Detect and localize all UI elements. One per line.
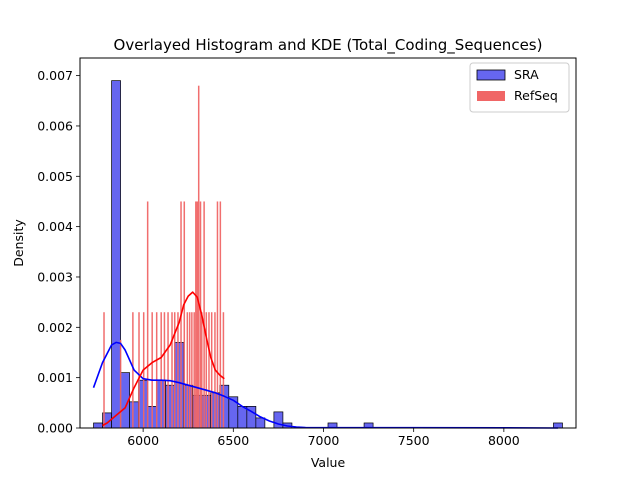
refseq-bar-17 (188, 312, 191, 428)
refseq-bar-22 (197, 85, 200, 428)
refseq-bar-28 (210, 312, 213, 428)
refseq-bar-19 (193, 312, 195, 428)
plot-frame (79, 57, 577, 429)
refseq-bar-7 (155, 312, 158, 428)
x-tick-label-4: 8000 (488, 433, 520, 448)
refseq-bar-18 (191, 312, 193, 428)
refseq-bar-21 (196, 201, 199, 428)
sra-bar-4 (129, 401, 139, 429)
refseq-bar-30 (216, 201, 219, 428)
x-axis-ticks: 6000 6500 7000 7500 8000 (127, 428, 520, 448)
refseq-bar-5 (146, 201, 149, 428)
y-tick-label-1: 0.001 (37, 370, 73, 385)
refseq-bar-6 (151, 312, 153, 428)
x-tick-label-3: 7500 (398, 433, 430, 448)
refseq-bar-27 (208, 312, 210, 428)
sra-bar-14 (219, 384, 230, 429)
sra-bar-18 (255, 417, 266, 429)
refseq-bar-16 (186, 312, 189, 428)
sra-bar-2 (111, 80, 121, 429)
refseq-bar-24 (201, 312, 203, 428)
x-tick-label-1: 6500 (217, 433, 249, 448)
refseq-bar-0 (103, 312, 105, 428)
refseq-bar-13 (177, 312, 179, 428)
refseq-bar-26 (205, 312, 208, 428)
legend: SRA RefSeq (469, 62, 570, 113)
refseq-kde-line (102, 291, 225, 427)
refseq-bar-2 (132, 312, 134, 428)
legend-swatch-sra (476, 69, 506, 81)
refseq-bar-10 (167, 312, 169, 428)
refseq-bar-25 (203, 201, 205, 428)
refseq-bar-23 (199, 201, 202, 428)
plot-area (79, 57, 577, 429)
y-tick-label-7: 0.007 (37, 68, 73, 83)
refseq-bar-20 (195, 201, 197, 428)
refseq-bar-1 (119, 339, 122, 428)
x-tick-label-2: 7000 (308, 433, 340, 448)
refseq-bar-15 (183, 201, 186, 428)
y-tick-label-2: 0.002 (37, 320, 73, 335)
refseq-bar-32 (222, 312, 225, 428)
sra-bar-0 (93, 422, 103, 429)
sra-bar-19 (273, 411, 284, 429)
y-tick-label-4: 0.004 (37, 219, 73, 234)
y-tick-label-5: 0.005 (37, 169, 73, 184)
y-tick-label-6: 0.006 (37, 118, 73, 133)
refseq-bar-3 (138, 312, 140, 428)
refseq-bar-11 (171, 312, 173, 428)
y-axis-ticks: 0.000 0.001 0.002 0.003 0.004 0.005 0.006 0.007 (37, 68, 80, 436)
x-axis-label: Value (311, 455, 346, 470)
refseq-bar-8 (160, 312, 162, 428)
y-tick-label-3: 0.003 (37, 269, 73, 284)
chart-title: Overlayed Histogram and KDE (Total_Codin… (114, 36, 543, 55)
legend-swatch-refseq (477, 91, 505, 101)
legend-label-refseq: RefSeq (514, 88, 558, 103)
y-tick-label-0: 0.000 (37, 421, 73, 436)
sra-bar-9 (174, 342, 185, 429)
sra-bar-16 (237, 406, 248, 429)
legend-label-sra: SRA (514, 67, 539, 82)
sra-bar-15 (228, 396, 239, 429)
refseq-bar-9 (163, 312, 166, 428)
x-tick-label-0: 6000 (127, 433, 159, 448)
refseq-bar-31 (219, 201, 222, 428)
refseq-bar-12 (173, 312, 176, 428)
y-axis-label: Density (11, 219, 26, 267)
sra-bar-8 (165, 384, 176, 429)
